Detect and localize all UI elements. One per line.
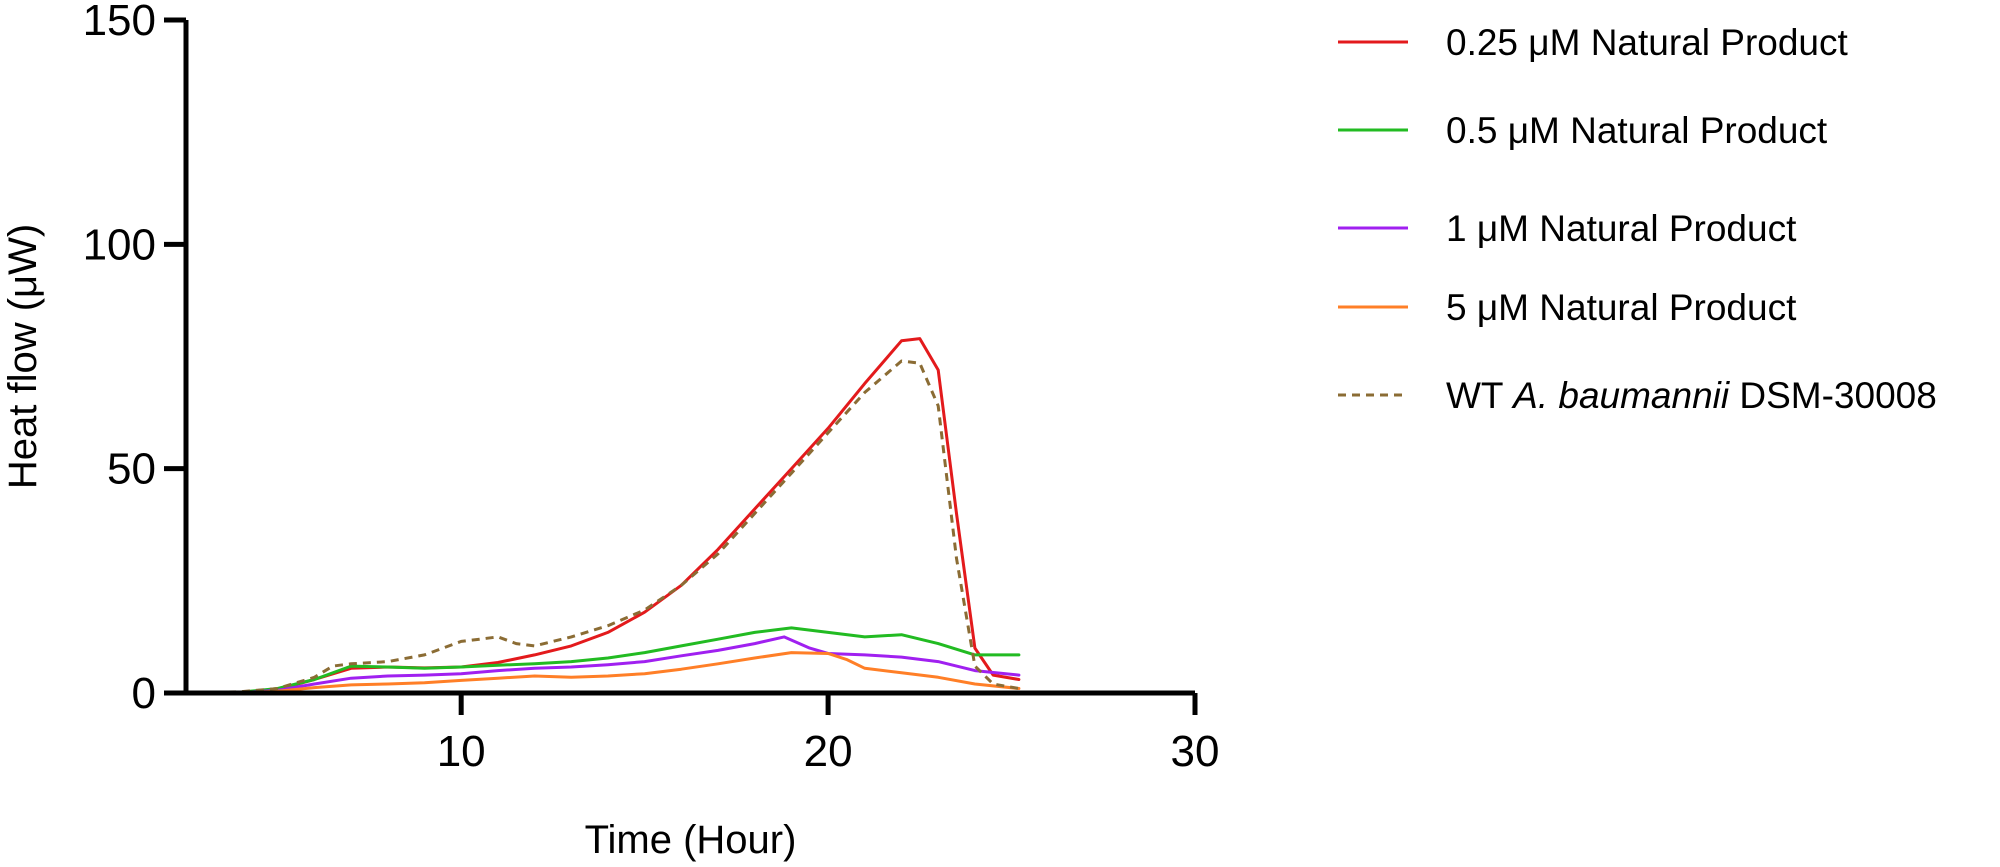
y-tick-label: 50 <box>107 445 156 494</box>
series-line-5 <box>185 359 1020 695</box>
series-line-3 <box>184 635 1021 695</box>
axes: 0 50 100 150 10 20 30 <box>83 0 1220 776</box>
y-axis-title: Heat flow (μW) <box>1 224 45 489</box>
legend-label-4: 5 μM Natural Product <box>1446 287 1797 328</box>
plot-area <box>184 337 1021 695</box>
legend-label-5: WT A. baumannii DSM-30008 <box>1446 375 1937 416</box>
x-tick-label: 30 <box>1171 727 1220 776</box>
series-line-4 <box>184 651 1021 695</box>
series-line-1 <box>184 337 1021 695</box>
x-tick-label: 20 <box>804 727 853 776</box>
y-tick-label: 150 <box>83 0 156 45</box>
legend-label-2: 0.5 μM Natural Product <box>1446 110 1828 151</box>
x-axis-title: Time (Hour) <box>585 818 797 862</box>
series-line-2 <box>184 626 1021 695</box>
legend-label-1: 0.25 μM Natural Product <box>1446 22 1848 63</box>
x-tick-label: 10 <box>437 727 486 776</box>
y-tick-label: 100 <box>83 220 156 269</box>
legend: 0.25 μM Natural Product 0.5 μM Natural Pr… <box>1338 22 1937 416</box>
y-tick-label: 0 <box>132 669 156 718</box>
legend-label-3: 1 μM Natural Product <box>1446 208 1797 249</box>
